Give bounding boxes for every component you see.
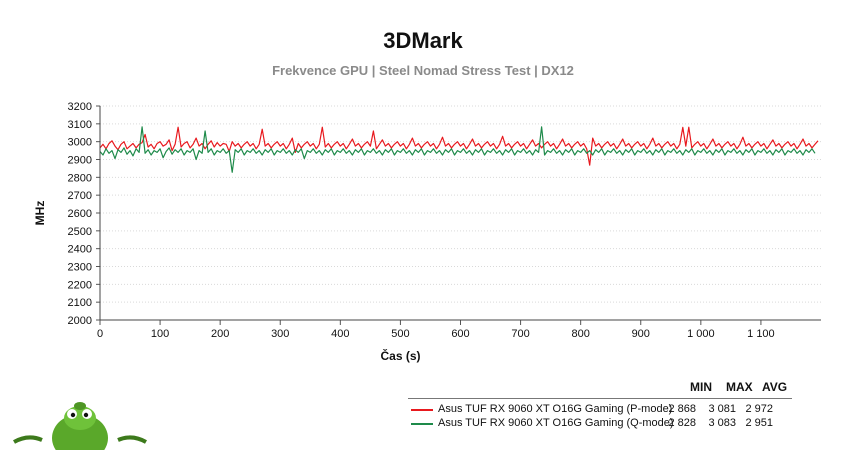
y-tick-label: 2400 — [68, 244, 92, 256]
x-tick-label: 1 000 — [687, 328, 715, 340]
y-tick-label: 2600 — [68, 208, 92, 220]
stat-min: 2 828 — [668, 417, 696, 429]
x-tick-label: 300 — [271, 328, 289, 340]
y-tick-label: 3200 — [68, 101, 92, 113]
stats-header-min: MIN — [690, 380, 712, 394]
legend-row-q-mode: Asus TUF RX 9060 XT O16G Gaming (Q-mode)… — [408, 417, 828, 431]
stat-avg: 2 972 — [745, 403, 773, 415]
x-tick-label: 200 — [211, 328, 229, 340]
y-tick-label: 2800 — [68, 172, 92, 184]
x-tick-label: 1 100 — [747, 328, 775, 340]
stat-max: 3 083 — [708, 417, 736, 429]
y-tick-label: 2900 — [68, 155, 92, 167]
y-tick-label: 3100 — [68, 119, 92, 131]
y-tick-label: 2200 — [68, 279, 92, 291]
x-tick-label: 100 — [151, 328, 169, 340]
stats-header-avg: AVG — [762, 380, 788, 394]
y-tick-label: 2300 — [68, 262, 92, 274]
series-line-q-mode — [99, 126, 816, 173]
green-alien-mascot-icon — [13, 402, 147, 450]
y-tick-label: 2500 — [68, 226, 92, 238]
x-tick-label: 700 — [511, 328, 529, 340]
y-tick-label: 3000 — [68, 137, 92, 149]
x-tick-label: 800 — [571, 328, 589, 340]
legend-divider — [408, 398, 792, 399]
chart-title: 3DMark — [383, 28, 463, 53]
x-tick-label: 400 — [331, 328, 349, 340]
x-tick-label: 900 — [632, 328, 650, 340]
series-line-p-mode — [99, 126, 819, 166]
y-tick-label: 2100 — [68, 297, 92, 309]
legend-label: Asus TUF RX 9060 XT O16G Gaming (P-mode) — [438, 403, 673, 415]
x-tick-label: 600 — [451, 328, 469, 340]
stats-header-max: MAX — [726, 380, 753, 394]
legend-swatch — [411, 423, 433, 425]
legend-label: Asus TUF RX 9060 XT O16G Gaming (Q-mode) — [438, 417, 674, 429]
stat-min: 2 868 — [668, 403, 696, 415]
legend-row-p-mode: Asus TUF RX 9060 XT O16G Gaming (P-mode)… — [408, 403, 828, 417]
chart-subtitle: Frekvence GPU | Steel Nomad Stress Test … — [272, 63, 574, 78]
stat-avg: 2 951 — [745, 417, 773, 429]
y-tick-label: 2700 — [68, 190, 92, 202]
stat-max: 3 081 — [708, 403, 736, 415]
legend-swatch — [411, 409, 433, 411]
x-axis-title: Čas (s) — [380, 348, 420, 363]
x-tick-label: 500 — [391, 328, 409, 340]
y-axis-title: MHz — [33, 201, 47, 226]
y-tick-label: 2000 — [68, 315, 92, 327]
x-tick-label: 0 — [97, 328, 103, 340]
